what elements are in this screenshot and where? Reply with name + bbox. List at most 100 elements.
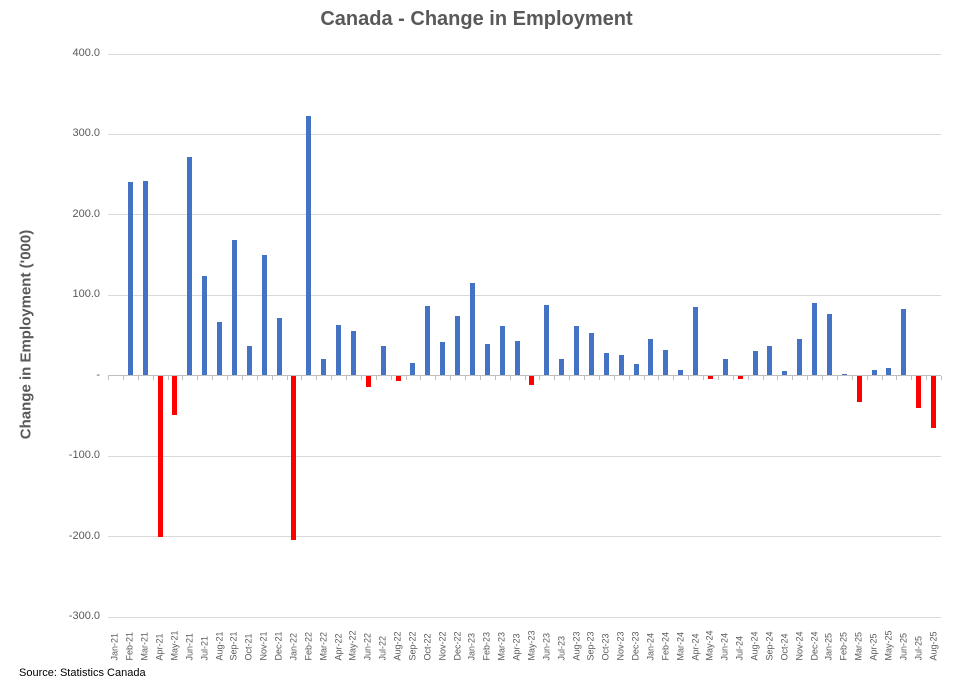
x-axis-tick <box>108 376 109 381</box>
x-axis-tick <box>688 376 690 381</box>
bar-Jun-24 <box>722 359 728 376</box>
x-tick-label: Sep-23 <box>585 631 596 661</box>
bar-Feb-22 <box>306 116 312 376</box>
x-axis-tick <box>375 376 377 381</box>
x-tick-label: May-24 <box>704 630 715 661</box>
x-tick-label: Aug-23 <box>571 631 582 661</box>
x-tick-label: Feb-22 <box>303 631 314 661</box>
x-axis-tick <box>509 376 511 381</box>
x-axis-tick <box>762 376 764 381</box>
x-tick-label: Aug-25 <box>928 631 939 661</box>
x-tick-label: May-22 <box>347 630 358 661</box>
x-tick-label: Feb-21 <box>124 631 135 661</box>
x-axis-tick <box>316 376 318 381</box>
x-axis-tick <box>628 376 630 381</box>
bar-Jul-22 <box>380 345 386 376</box>
x-axis-tick <box>569 376 571 381</box>
x-tick-label: Apr-23 <box>511 633 522 661</box>
x-axis-tick <box>420 376 422 381</box>
x-tick-label: Mar-24 <box>675 631 686 661</box>
x-axis-tick <box>643 376 645 381</box>
bar-Nov-23 <box>618 355 624 376</box>
x-tick-label: Feb-25 <box>838 631 849 661</box>
gridline <box>108 214 941 216</box>
x-tick-label: Dec-22 <box>452 631 463 661</box>
x-axis-tick <box>256 376 258 381</box>
bar-Oct-24 <box>782 371 788 376</box>
x-tick-label: Apr-24 <box>690 633 701 661</box>
x-tick-label: May-21 <box>169 630 180 661</box>
x-tick-label: May-23 <box>526 630 537 661</box>
x-axis-tick <box>271 376 273 381</box>
x-axis-tick <box>182 376 184 381</box>
y-axis-title: Change in Employment ('000) <box>17 229 35 440</box>
x-tick-label: Jun-24 <box>719 632 730 661</box>
x-tick-label: Apr-21 <box>154 633 165 661</box>
bar-Sep-22 <box>410 363 416 376</box>
x-tick-label: Apr-22 <box>333 633 344 661</box>
bar-Apr-25 <box>871 369 877 376</box>
chart-title: Canada - Change in Employment <box>320 8 633 30</box>
x-axis-tick <box>732 376 734 381</box>
bar-Feb-21 <box>127 182 133 376</box>
y-tick-label: 100.0 <box>72 288 100 301</box>
x-tick-label: Sep-21 <box>228 631 239 661</box>
x-tick-label: Jul-21 <box>199 635 210 661</box>
bar-May-24 <box>707 376 713 379</box>
x-axis-tick <box>167 376 169 381</box>
gridline <box>108 133 941 135</box>
x-tick-label: Oct-22 <box>422 633 433 661</box>
x-axis-tick <box>941 376 942 381</box>
bar-May-21 <box>172 376 178 415</box>
bar-Nov-24 <box>797 339 803 376</box>
x-tick-label: Nov-24 <box>794 631 805 661</box>
x-axis-tick <box>777 376 779 381</box>
bar-Apr-23 <box>514 340 520 376</box>
bar-Sep-24 <box>767 346 773 376</box>
bar-Aug-24 <box>752 351 758 376</box>
x-axis-tick <box>390 376 392 381</box>
bar-Feb-24 <box>663 350 669 376</box>
x-axis-tick <box>747 376 749 381</box>
x-axis-tick <box>584 376 585 381</box>
x-axis-tick <box>807 376 809 381</box>
bar-Mar-22 <box>321 359 327 376</box>
x-tick-label: Jan-25 <box>823 632 834 661</box>
bar-May-23 <box>529 376 535 385</box>
x-axis-tick <box>465 376 466 381</box>
bar-Dec-22 <box>455 315 461 376</box>
x-axis-tick <box>152 376 154 381</box>
bar-Nov-22 <box>440 342 446 376</box>
x-tick-label: Jun-22 <box>362 632 373 661</box>
gridline <box>108 294 941 296</box>
x-tick-label: Aug-22 <box>392 631 403 661</box>
bar-Sep-23 <box>588 332 594 376</box>
x-tick-label: Sep-24 <box>764 631 775 661</box>
x-axis-tick <box>241 376 243 381</box>
x-tick-label: Oct-24 <box>779 633 790 661</box>
x-axis-tick <box>658 376 660 381</box>
gridline <box>108 53 941 55</box>
bar-Sep-21 <box>231 240 237 376</box>
x-tick-label: Nov-23 <box>615 631 626 661</box>
bar-Jun-21 <box>187 157 193 376</box>
x-tick-label: Oct-21 <box>243 633 254 661</box>
x-tick-label: Dec-23 <box>630 631 641 661</box>
x-axis-tick <box>836 376 838 381</box>
x-tick-label: May-25 <box>883 630 894 661</box>
x-axis-tick <box>494 376 496 381</box>
x-tick-label: Jul-25 <box>913 635 924 661</box>
x-tick-label: Feb-24 <box>660 631 671 661</box>
x-axis-tick <box>822 376 823 381</box>
bar-May-25 <box>886 368 892 376</box>
x-axis-tick <box>301 376 303 381</box>
x-tick-label: Oct-23 <box>600 633 611 661</box>
x-axis-tick <box>926 376 928 381</box>
x-axis-tick <box>673 376 675 381</box>
x-axis-tick <box>911 376 913 381</box>
bar-Jul-23 <box>559 359 565 376</box>
x-tick-label: Jan-24 <box>645 632 656 661</box>
bar-Mar-21 <box>142 180 148 376</box>
x-axis-tick <box>539 376 541 381</box>
x-tick-label: Jun-25 <box>898 632 909 661</box>
